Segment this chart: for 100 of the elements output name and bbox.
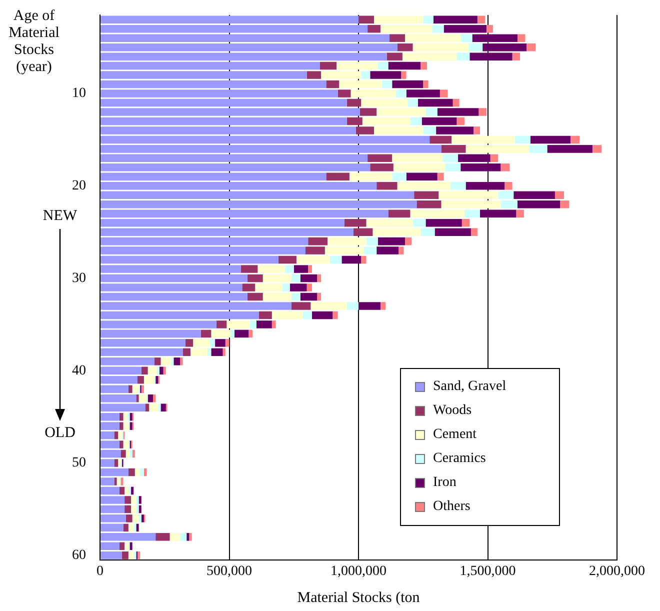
bar xyxy=(291,292,300,301)
bar xyxy=(134,524,136,532)
bar xyxy=(272,320,276,328)
bar xyxy=(380,302,386,310)
bar xyxy=(216,320,227,328)
bar xyxy=(342,256,362,264)
bar xyxy=(119,486,125,495)
bar xyxy=(180,358,183,366)
x-axis-title: Material Stocks (ton xyxy=(297,590,420,606)
bar xyxy=(312,311,333,320)
bar xyxy=(437,172,444,181)
bar xyxy=(291,302,311,310)
y-tick-label: 20 xyxy=(72,178,86,194)
bar xyxy=(114,478,117,486)
legend-label: Iron xyxy=(433,475,456,491)
bar xyxy=(248,330,253,338)
bar xyxy=(388,210,410,218)
bar xyxy=(156,366,160,375)
bar xyxy=(330,256,342,264)
bar xyxy=(145,404,150,412)
bar xyxy=(114,431,118,440)
bar xyxy=(272,311,303,320)
bar xyxy=(406,172,438,181)
bar xyxy=(361,256,366,264)
y-tick-label: 50 xyxy=(72,456,86,471)
bar xyxy=(132,450,135,458)
bar xyxy=(114,459,118,467)
legend-label: Sand, Gravel xyxy=(433,379,506,395)
bar xyxy=(120,478,124,486)
bar xyxy=(171,358,174,366)
text: OLD xyxy=(44,425,76,442)
bar xyxy=(234,330,249,338)
bar xyxy=(401,71,406,79)
x-tick-label: 500,000 xyxy=(206,564,252,580)
bar xyxy=(317,292,322,301)
bar xyxy=(516,210,524,218)
bar xyxy=(378,62,388,70)
bar xyxy=(376,182,398,190)
bar xyxy=(470,228,478,236)
bar xyxy=(200,330,212,338)
x-tick-label: 1,000,000 xyxy=(330,564,386,580)
bar xyxy=(396,90,406,98)
bar xyxy=(180,533,187,541)
bar xyxy=(148,394,153,402)
bar xyxy=(118,459,121,467)
bar xyxy=(258,311,272,320)
bar xyxy=(158,404,161,412)
bar xyxy=(512,52,520,60)
bar xyxy=(490,154,498,162)
bar xyxy=(592,145,602,153)
bar xyxy=(426,108,438,116)
bar xyxy=(504,182,512,190)
y-axis-title: Age of Material Stocks (year) xyxy=(8,8,60,76)
bar xyxy=(423,126,436,134)
bar xyxy=(466,182,505,190)
bar xyxy=(358,302,380,310)
bar xyxy=(124,486,128,495)
bar xyxy=(156,533,170,541)
legend-label: Ceramics xyxy=(433,451,486,467)
bar xyxy=(477,16,486,24)
bar xyxy=(423,80,428,88)
bar xyxy=(398,246,404,254)
y-tick-label: 60 xyxy=(72,548,86,564)
bar xyxy=(138,394,147,402)
bar xyxy=(308,265,312,273)
bar xyxy=(326,172,350,181)
bar xyxy=(317,274,322,282)
bar xyxy=(118,431,122,440)
bar xyxy=(332,311,338,320)
bar xyxy=(517,34,526,42)
bar xyxy=(302,311,312,320)
y-tick-label: 10 xyxy=(72,86,86,102)
bar xyxy=(361,71,370,79)
bar xyxy=(124,542,128,550)
bar xyxy=(450,182,466,190)
bar xyxy=(392,172,406,181)
bar xyxy=(225,339,230,347)
text: NEW xyxy=(42,208,78,225)
bar xyxy=(349,172,392,181)
x-tick-label: 0 xyxy=(96,564,104,580)
bar xyxy=(186,533,190,541)
bar xyxy=(136,524,139,532)
bar xyxy=(222,348,226,356)
bar xyxy=(152,394,156,402)
bar xyxy=(128,552,134,560)
bar xyxy=(346,302,358,310)
bar xyxy=(149,404,158,412)
bar xyxy=(282,284,290,292)
bar xyxy=(130,542,132,550)
bar xyxy=(420,62,428,70)
bar xyxy=(136,394,139,402)
bar xyxy=(306,284,312,292)
bar xyxy=(570,136,580,144)
legend-label: Woods xyxy=(433,403,472,419)
bar xyxy=(160,404,166,412)
bar xyxy=(154,358,161,366)
bar xyxy=(174,358,180,366)
bar xyxy=(464,210,480,218)
bar xyxy=(132,385,139,393)
bar xyxy=(128,486,132,495)
